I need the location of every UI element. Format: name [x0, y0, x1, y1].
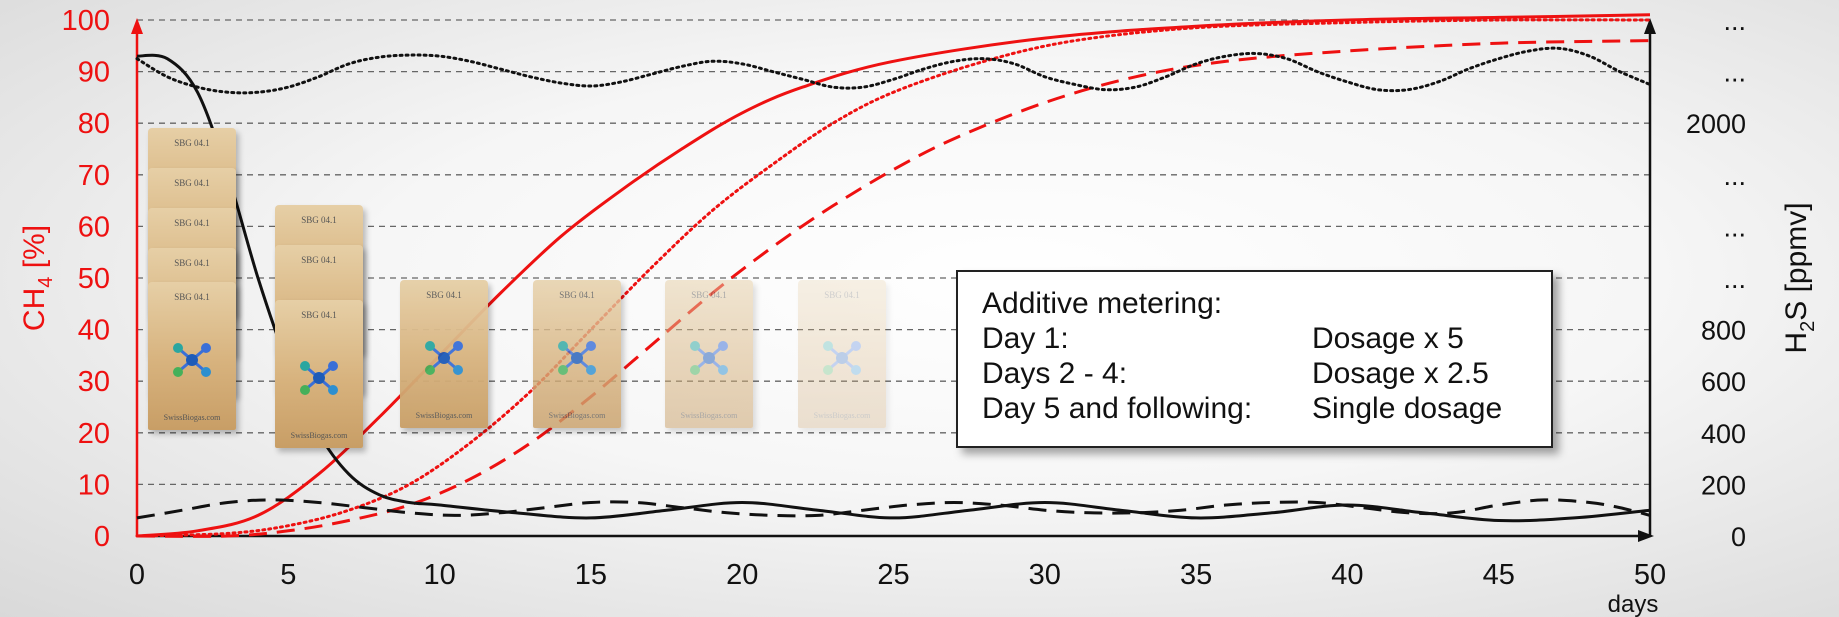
- right-axis-title-main: H: [1780, 332, 1813, 354]
- right-axis-title-sub: 2: [1797, 321, 1819, 332]
- right-axis-title-rest: S [ppmv]: [1780, 202, 1813, 320]
- legend-row-value: Single dosage: [1312, 392, 1503, 425]
- right-y-tick-label: 0: [1731, 522, 1746, 552]
- right-y-tick-label: ...: [1723, 58, 1746, 88]
- product-bag-image: SBG 04.1 SwissBiogas.com: [400, 280, 488, 428]
- bag-label: SBG 04.1: [301, 255, 337, 265]
- product-bag-image: SBG 04.1 SwissBiogas.com: [148, 282, 236, 430]
- product-bag-image: SBG 04.1 SwissBiogas.com: [275, 300, 363, 448]
- molecule-logo-icon: [173, 343, 211, 377]
- x-tick-label: 45: [1483, 559, 1515, 591]
- legend-row: Day 1: Dosage x 5: [982, 321, 1527, 356]
- left-y-tick-label: 20: [78, 418, 110, 450]
- x-axis-ticks: 0 5 10 15 20 25 30 35 40 45 50: [129, 559, 1666, 591]
- left-y-tick-label: 90: [78, 57, 110, 89]
- molecule-logo-icon: [425, 341, 463, 375]
- x-tick-label: 15: [575, 559, 607, 591]
- bag-label: SBG 04.1: [559, 290, 595, 300]
- left-y-axis-ticks: 0 10 20 30 40 50 60 70 80 90 100: [62, 5, 110, 553]
- right-y-tick-label: 600: [1701, 367, 1746, 397]
- series-line-h2s-dashed: [136, 498, 1651, 520]
- x-axis-unit: days: [1608, 591, 1659, 617]
- left-y-tick-label: 0: [94, 521, 110, 553]
- series-line-ch4-dashed: [136, 39, 1651, 538]
- bag-label: SBG 04.1: [824, 290, 860, 300]
- left-axis-title-main: CH: [18, 288, 51, 331]
- left-y-tick-label: 70: [78, 160, 110, 192]
- x-tick-label: 50: [1634, 559, 1666, 591]
- bag-label: SBG 04.1: [301, 310, 337, 320]
- molecule-logo-icon: [823, 341, 861, 375]
- bag-site-label: SwissBiogas.com: [680, 411, 738, 420]
- molecule-logo-icon: [690, 341, 728, 375]
- x-tick-label: 35: [1180, 559, 1212, 591]
- bag-site-label: SwissBiogas.com: [290, 431, 348, 440]
- bag-label: SBG 04.1: [301, 215, 337, 225]
- x-tick-label: 10: [423, 559, 455, 591]
- legend-row: Days 2 - 4: Dosage x 2.5: [982, 356, 1527, 391]
- left-y-tick-label: 30: [78, 366, 110, 398]
- left-axis-title-rest: [%]: [18, 225, 51, 277]
- bag-label: SBG 04.1: [174, 178, 210, 188]
- right-y-axis-ticks: 0 200 400 600 800......... 2000......: [1686, 6, 1746, 552]
- molecule-logo-icon: [558, 341, 596, 375]
- right-y-axis-arrow: [1644, 18, 1656, 34]
- product-bag-image: SBG 04.1 SwissBiogas.com: [533, 280, 621, 428]
- legend-row-value: Dosage x 2.5: [1312, 357, 1489, 390]
- left-y-tick-label: 10: [78, 469, 110, 501]
- bag-site-label: SwissBiogas.com: [813, 411, 871, 420]
- bag-label: SBG 04.1: [174, 258, 210, 268]
- left-y-axis-arrow: [131, 18, 143, 34]
- right-y-tick-label: ...: [1723, 212, 1746, 242]
- bag-label: SBG 04.1: [174, 138, 210, 148]
- product-bag-image: SBG 04.1 SwissBiogas.com: [665, 280, 753, 428]
- x-tick-label: 5: [280, 559, 296, 591]
- right-y-tick-label: ...: [1723, 161, 1746, 191]
- bag-label: SBG 04.1: [174, 218, 210, 228]
- molecule-logo-icon: [300, 361, 338, 395]
- bag-site-label: SwissBiogas.com: [163, 413, 221, 422]
- left-y-tick-label: 40: [78, 315, 110, 347]
- legend-title: Additive metering:: [982, 287, 1223, 320]
- x-tick-label: 20: [726, 559, 758, 591]
- left-y-tick-label: 100: [62, 5, 110, 37]
- legend-row-value: Dosage x 5: [1312, 322, 1464, 355]
- bag-label: SBG 04.1: [691, 290, 727, 300]
- right-y-tick-label: ...: [1723, 6, 1746, 36]
- legend-row-label: Day 5 and following:: [982, 392, 1253, 425]
- dosage-legend: Additive metering: Day 1: Dosage x 5 Day…: [956, 270, 1553, 448]
- left-y-tick-label: 80: [78, 108, 110, 140]
- left-axis-title: CH4 [%]: [18, 225, 57, 331]
- series-line-h2s-solid: [136, 53, 1651, 523]
- x-tick-label: 25: [877, 559, 909, 591]
- product-bag-image: SBG 04.1 SwissBiogas.com: [798, 280, 886, 428]
- legend-row-label: Day 1:: [982, 322, 1069, 355]
- legend-row-label: Days 2 - 4:: [982, 357, 1128, 390]
- x-tick-label: 40: [1331, 559, 1363, 591]
- bag-label: SBG 04.1: [426, 290, 462, 300]
- right-y-tick-label: 2000: [1686, 109, 1746, 139]
- data-series: [135, 13, 1652, 538]
- x-axis-arrow: [1638, 530, 1654, 542]
- bag-site-label: SwissBiogas.com: [415, 411, 473, 420]
- right-y-tick-label: 200: [1701, 470, 1746, 500]
- left-y-tick-label: 60: [78, 211, 110, 243]
- left-y-tick-label: 50: [78, 263, 110, 295]
- bag-site-label: SwissBiogas.com: [548, 411, 606, 420]
- x-tick-label: 0: [129, 559, 145, 591]
- series-line-ch4-dotted: [135, 18, 1652, 538]
- bag-label: SBG 04.1: [174, 292, 210, 302]
- series-line-h2s-dotted: [135, 46, 1652, 95]
- right-axis-title: H2S [ppmv]: [1780, 202, 1819, 353]
- right-y-tick-label: ...: [1723, 264, 1746, 294]
- x-tick-label: 30: [1029, 559, 1061, 591]
- left-axis-title-sub: 4: [35, 277, 57, 288]
- right-y-tick-label: 800: [1701, 316, 1746, 346]
- right-y-tick-label: 400: [1701, 419, 1746, 449]
- legend-row: Day 5 and following: Single dosage: [982, 391, 1527, 426]
